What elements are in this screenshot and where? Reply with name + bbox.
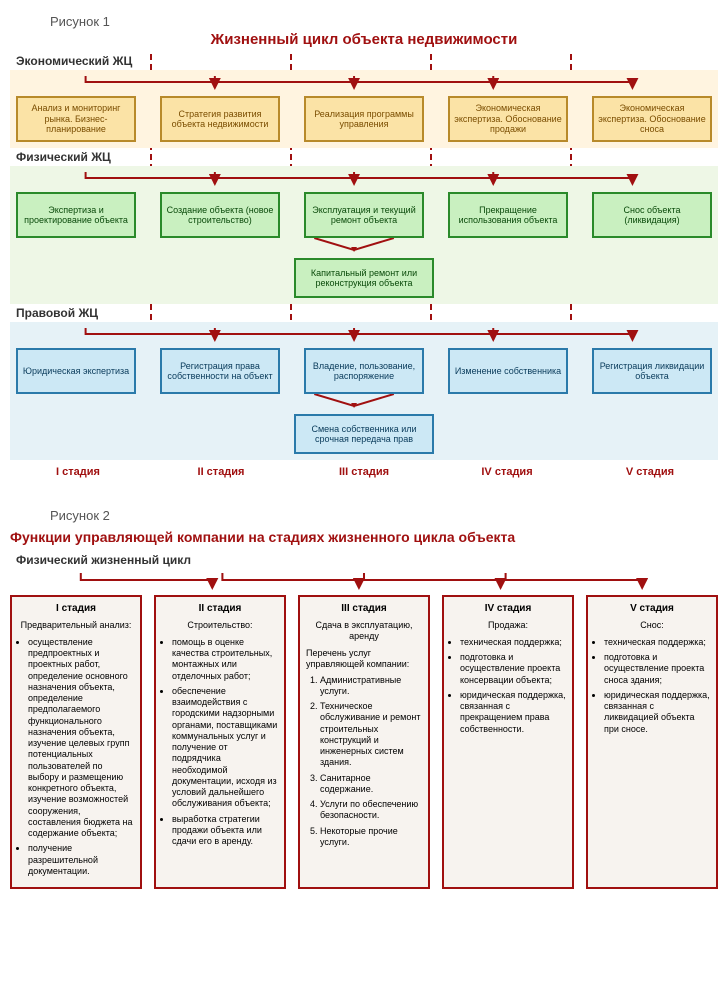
- list-item: помощь в оценке качества строительных, м…: [172, 637, 278, 682]
- col2-list: помощь в оценке качества строительных, м…: [162, 637, 278, 848]
- legal-subbox: Смена собственника или срочная передача …: [294, 414, 434, 454]
- col-stage-2: II стадия Строительство: помощь в оценке…: [154, 595, 286, 889]
- col4-list: техническая поддержка; подготовка и осущ…: [450, 637, 566, 735]
- list-item: получение разрешительной документации.: [28, 843, 134, 877]
- stage-labels: I стадия II стадия III стадия IV стадия …: [10, 460, 718, 478]
- phys-row: Экспертиза и проектирование объекта Созд…: [16, 192, 712, 238]
- list-item: подготовка и осуществление проекта консе…: [460, 652, 566, 686]
- col3-stage: III стадия: [306, 603, 422, 616]
- col2-stage: II стадия: [162, 603, 278, 616]
- legal-box-2: Регистрация права собственности на объек…: [160, 348, 280, 394]
- econ-lane: Анализ и мониторинг рынка. Бизнес-планир…: [10, 70, 718, 148]
- list-item: техническая поддержка;: [604, 637, 710, 648]
- phys-box-1: Экспертиза и проектирование объекта: [16, 192, 136, 238]
- col4-stage: IV стадия: [450, 603, 566, 616]
- fig2-arrows: [10, 569, 718, 595]
- col3-lead: Перечень услуг управляющей компании:: [306, 648, 422, 671]
- figure-1: Рисунок 1 Жизненный цикл объекта недвижи…: [10, 14, 718, 478]
- stage-3: III стадия: [304, 466, 424, 478]
- econ-arrows: [16, 74, 712, 96]
- legal-label: Правовой ЖЦ: [16, 306, 718, 320]
- list-item: юридическая поддержка, связанная с прекр…: [460, 690, 566, 735]
- list-item: юридическая поддержка, связанная с ликви…: [604, 690, 710, 735]
- col3-list: Административные услуги. Техническое обс…: [306, 675, 422, 849]
- list-item: осуществление предпроектных и проектных …: [28, 637, 134, 840]
- figure-2: Рисунок 2 Функции управляющей компании н…: [10, 508, 718, 889]
- stage-5: V стадия: [590, 466, 710, 478]
- phys-arrows: [16, 170, 712, 192]
- col-stage-4: IV стадия Продажа: техническая поддержка…: [442, 595, 574, 889]
- list-item: Административные услуги.: [320, 675, 422, 698]
- fig1-body: Экономический ЖЦ Анализ и мониторинг рын…: [10, 54, 718, 460]
- fig1-title: Жизненный цикл объекта недвижимости: [10, 31, 718, 48]
- legal-box-3: Владение, пользование, распоряжение: [304, 348, 424, 394]
- stage-4: IV стадия: [447, 466, 567, 478]
- phys-subbox: Капитальный ремонт или реконструкция объ…: [294, 258, 434, 298]
- fig1-label: Рисунок 1: [50, 14, 718, 29]
- list-item: Некоторые прочие услуги.: [320, 826, 422, 849]
- stage-1: I стадия: [18, 466, 138, 478]
- phys-box-3: Эксплуатация и текущий ремонт объекта: [304, 192, 424, 238]
- phys-label: Физический ЖЦ: [16, 150, 718, 164]
- econ-box-2: Стратегия развития объекта недвижимости: [160, 96, 280, 142]
- econ-box-4: Экономическая экспертиза. Обоснование пр…: [448, 96, 568, 142]
- legal-box-1: Юридическая экспертиза: [16, 348, 136, 394]
- legal-row: Юридическая экспертиза Регистрация права…: [16, 348, 712, 394]
- col2-subtitle: Строительство:: [162, 620, 278, 631]
- phys-box-2: Создание объекта (новое строительство): [160, 192, 280, 238]
- col4-subtitle: Продажа:: [450, 620, 566, 631]
- list-item: Услуги по обеспечению безопасности.: [320, 799, 422, 822]
- fig2-columns: I стадия Предварительный анализ: осущест…: [10, 595, 718, 889]
- col-stage-3: III стадия Сдача в эксплуатацию, аренду …: [298, 595, 430, 889]
- phys-box-5: Снос объекта (ликвидация): [592, 192, 712, 238]
- col1-stage: I стадия: [18, 603, 134, 616]
- econ-label: Экономический ЖЦ: [16, 54, 718, 68]
- list-item: выработка стратегии продажи объекта или …: [172, 814, 278, 848]
- list-item: Санитарное содержание.: [320, 773, 422, 796]
- legal-arrows: [16, 326, 712, 348]
- list-item: обеспечение взаимодействия с городскими …: [172, 686, 278, 810]
- col5-subtitle: Снос:: [594, 620, 710, 631]
- legal-box-5: Регистрация ликвидации объекта: [592, 348, 712, 394]
- phys-box-4: Прекращение использования объекта: [448, 192, 568, 238]
- list-item: подготовка и осуществление проекта сноса…: [604, 652, 710, 686]
- col5-list: техническая поддержка; подготовка и осущ…: [594, 637, 710, 735]
- stage-2: II стадия: [161, 466, 281, 478]
- econ-row: Анализ и мониторинг рынка. Бизнес-планир…: [16, 96, 712, 142]
- col3-subtitle: Сдача в эксплуатацию, аренду: [306, 620, 422, 643]
- col5-stage: V стадия: [594, 603, 710, 616]
- econ-box-3: Реализация программы управления: [304, 96, 424, 142]
- phys-lane: Экспертиза и проектирование объекта Созд…: [10, 166, 718, 304]
- econ-box-5: Экономическая экспертиза. Обоснование сн…: [592, 96, 712, 142]
- col1-subtitle: Предварительный анализ:: [18, 620, 134, 631]
- fig2-label: Рисунок 2: [50, 508, 718, 523]
- fig2-title: Функции управляющей компании на стадиях …: [10, 529, 718, 545]
- list-item: техническая поддержка;: [460, 637, 566, 648]
- col-stage-1: I стадия Предварительный анализ: осущест…: [10, 595, 142, 889]
- econ-box-1: Анализ и мониторинг рынка. Бизнес-планир…: [16, 96, 136, 142]
- fig2-section: Физический жизненный цикл: [16, 553, 718, 567]
- col-stage-5: V стадия Снос: техническая поддержка; по…: [586, 595, 718, 889]
- legal-lane: Юридическая экспертиза Регистрация права…: [10, 322, 718, 460]
- col1-list: осуществление предпроектных и проектных …: [18, 637, 134, 877]
- list-item: Техническое обслуживание и ремонт строит…: [320, 701, 422, 769]
- legal-box-4: Изменение собственника: [448, 348, 568, 394]
